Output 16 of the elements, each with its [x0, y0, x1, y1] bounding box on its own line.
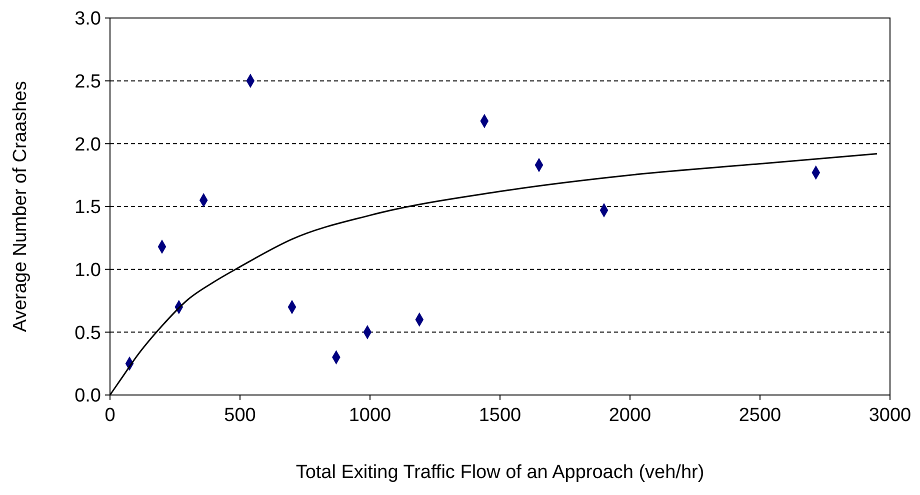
x-tick-label: 1000	[348, 405, 392, 426]
y-tick-label: 0.5	[74, 322, 101, 344]
y-tick-label: 3.0	[74, 8, 101, 30]
x-tick-label: 0	[104, 405, 116, 426]
x-tick-label: 1500	[478, 405, 522, 426]
x-tick-label: 3000	[868, 405, 912, 426]
x-tick-label: 2000	[608, 405, 652, 426]
y-tick-label: 1.0	[74, 260, 101, 281]
y-tick-label: 0.0	[74, 386, 101, 407]
y-tick-label: 2.0	[74, 134, 101, 156]
x-tick-label: 2500	[738, 405, 782, 426]
x-tick-label: 500	[224, 405, 256, 426]
y-tick-label: 1.5	[74, 197, 101, 218]
y-axis-title: Average Number of Craashes	[10, 81, 31, 332]
y-tick-label: 2.5	[74, 71, 101, 92]
x-axis-title: Total Exiting Traffic Flow of an Approach (veh/hr)	[296, 462, 704, 483]
